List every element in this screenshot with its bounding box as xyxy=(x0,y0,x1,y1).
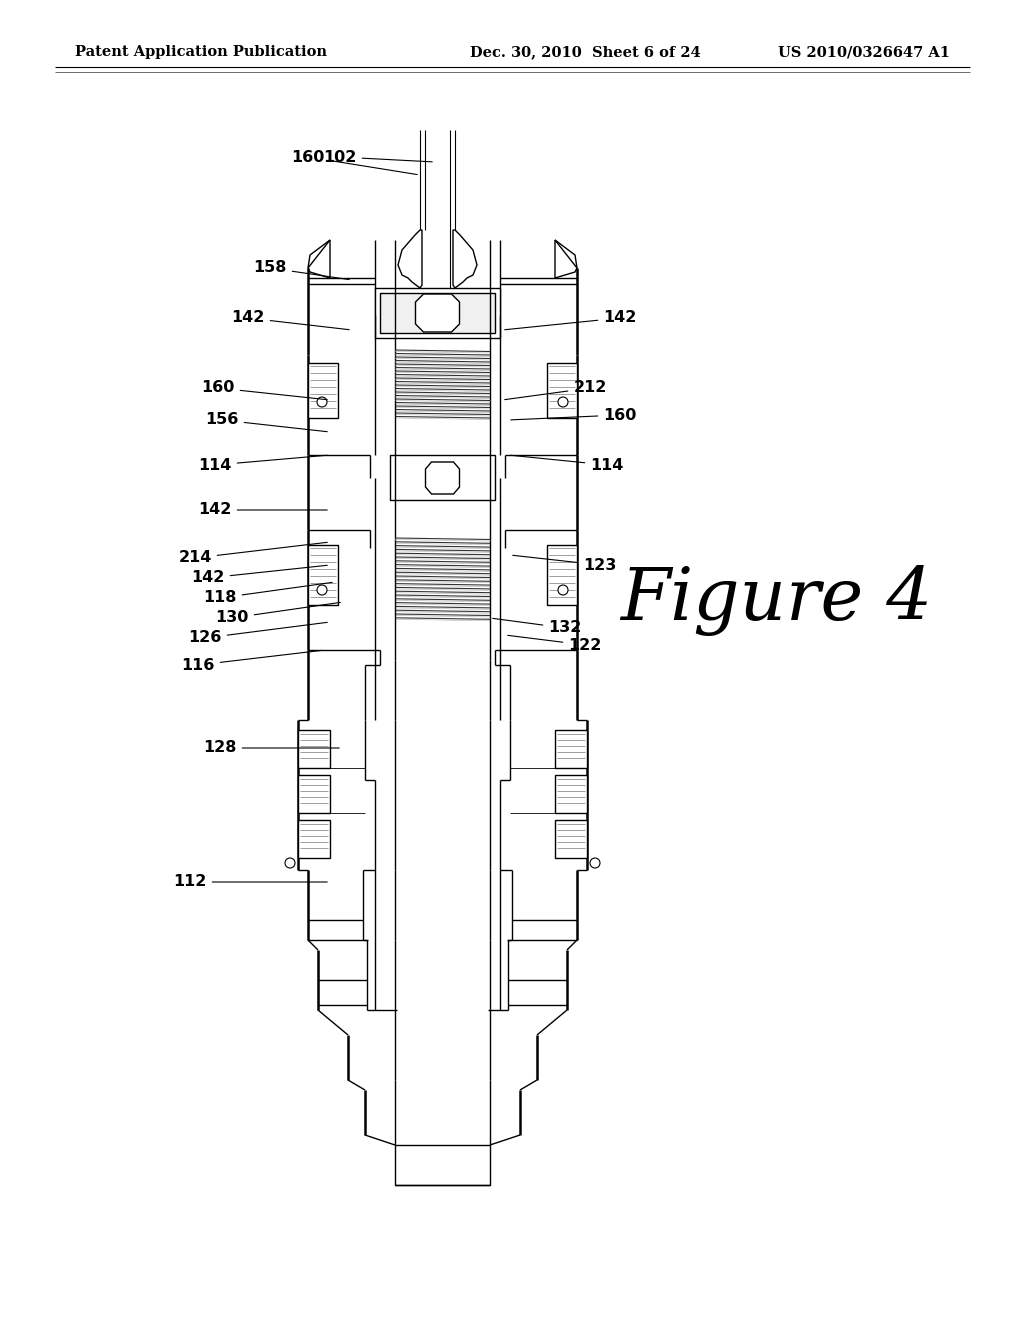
Text: 128: 128 xyxy=(204,741,339,755)
Text: Dec. 30, 2010  Sheet 6 of 24: Dec. 30, 2010 Sheet 6 of 24 xyxy=(470,45,700,59)
Bar xyxy=(555,775,587,813)
Text: 156: 156 xyxy=(206,412,328,432)
Polygon shape xyxy=(416,294,460,333)
Circle shape xyxy=(317,585,327,595)
Text: 142: 142 xyxy=(231,310,349,330)
Text: 122: 122 xyxy=(508,635,602,652)
Text: 102: 102 xyxy=(324,149,432,165)
Text: 114: 114 xyxy=(511,455,624,473)
Bar xyxy=(380,293,495,333)
Text: 112: 112 xyxy=(173,874,328,890)
Polygon shape xyxy=(555,240,577,279)
Text: 158: 158 xyxy=(253,260,349,280)
Text: 160: 160 xyxy=(202,380,328,400)
Text: 132: 132 xyxy=(493,618,582,635)
Circle shape xyxy=(590,858,600,869)
Text: 126: 126 xyxy=(188,622,328,645)
Bar xyxy=(555,730,587,768)
Text: 142: 142 xyxy=(505,310,637,330)
Circle shape xyxy=(285,858,295,869)
Polygon shape xyxy=(453,230,477,288)
Bar xyxy=(555,820,587,858)
Text: 160: 160 xyxy=(291,149,417,174)
Text: 130: 130 xyxy=(215,602,340,626)
Circle shape xyxy=(558,397,568,407)
Bar xyxy=(547,363,577,418)
Text: Patent Application Publication: Patent Application Publication xyxy=(75,45,327,59)
Text: 214: 214 xyxy=(178,543,328,565)
Text: 114: 114 xyxy=(199,455,328,473)
Text: 212: 212 xyxy=(505,380,606,400)
Bar xyxy=(298,730,330,768)
Circle shape xyxy=(317,397,327,407)
Text: 142: 142 xyxy=(199,503,328,517)
Text: 160: 160 xyxy=(511,408,637,422)
Bar xyxy=(308,545,338,605)
Circle shape xyxy=(558,585,568,595)
Text: 118: 118 xyxy=(204,582,332,606)
Bar xyxy=(390,455,495,500)
Text: 116: 116 xyxy=(181,651,323,672)
Polygon shape xyxy=(426,462,460,494)
Bar xyxy=(395,1144,490,1185)
Text: Figure 4: Figure 4 xyxy=(620,565,932,635)
Bar xyxy=(547,545,577,605)
Text: 142: 142 xyxy=(191,565,328,586)
Bar xyxy=(375,288,500,338)
Bar xyxy=(298,775,330,813)
Text: US 2010/0326647 A1: US 2010/0326647 A1 xyxy=(778,45,950,59)
Bar xyxy=(298,820,330,858)
Polygon shape xyxy=(398,230,422,288)
Text: 123: 123 xyxy=(513,556,616,573)
Polygon shape xyxy=(308,240,330,279)
Bar xyxy=(308,363,338,418)
